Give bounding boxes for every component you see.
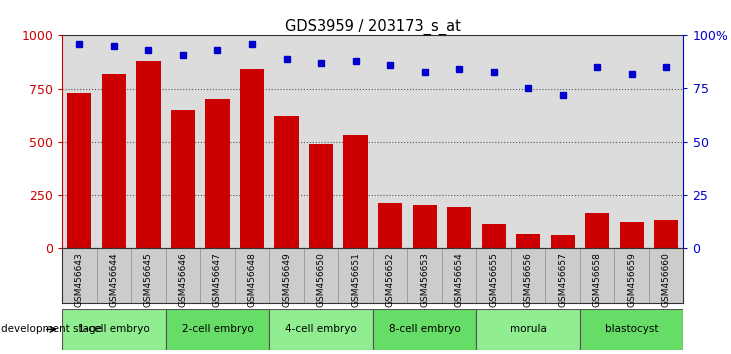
Text: GSM456658: GSM456658 bbox=[593, 252, 602, 307]
Text: GSM456659: GSM456659 bbox=[627, 252, 636, 307]
Text: GSM456660: GSM456660 bbox=[662, 252, 671, 307]
Text: GSM456645: GSM456645 bbox=[144, 252, 153, 307]
Text: GSM456649: GSM456649 bbox=[282, 252, 291, 307]
Text: 2-cell embryo: 2-cell embryo bbox=[181, 324, 254, 335]
Bar bbox=[447, 207, 471, 248]
Bar bbox=[373, 309, 477, 350]
Bar bbox=[269, 309, 373, 350]
Bar bbox=[585, 213, 609, 248]
Bar bbox=[166, 309, 269, 350]
Text: morula: morula bbox=[510, 324, 547, 335]
Bar bbox=[274, 116, 298, 248]
Text: 8-cell embryo: 8-cell embryo bbox=[389, 324, 461, 335]
Bar bbox=[550, 235, 575, 248]
Bar bbox=[309, 144, 333, 248]
Bar bbox=[654, 220, 678, 248]
Bar bbox=[62, 309, 166, 350]
Bar bbox=[516, 234, 540, 248]
Text: blastocyst: blastocyst bbox=[605, 324, 659, 335]
Bar bbox=[620, 222, 644, 248]
Text: GSM456652: GSM456652 bbox=[385, 252, 395, 307]
Text: GSM456648: GSM456648 bbox=[248, 252, 257, 307]
Bar bbox=[412, 205, 436, 248]
Text: GSM456647: GSM456647 bbox=[213, 252, 222, 307]
Text: GSM456650: GSM456650 bbox=[317, 252, 325, 307]
Text: GSM456653: GSM456653 bbox=[420, 252, 429, 307]
Text: GSM456643: GSM456643 bbox=[75, 252, 84, 307]
Text: development stage: development stage bbox=[1, 324, 102, 335]
Text: GSM456651: GSM456651 bbox=[351, 252, 360, 307]
Bar bbox=[205, 99, 230, 248]
Bar bbox=[171, 110, 195, 248]
Title: GDS3959 / 203173_s_at: GDS3959 / 203173_s_at bbox=[285, 19, 461, 35]
Bar bbox=[137, 61, 161, 248]
Bar bbox=[477, 309, 580, 350]
Text: GSM456654: GSM456654 bbox=[455, 252, 463, 307]
Bar bbox=[482, 224, 506, 248]
Bar bbox=[378, 203, 402, 248]
Text: GSM456657: GSM456657 bbox=[558, 252, 567, 307]
Text: 1-cell embryo: 1-cell embryo bbox=[78, 324, 150, 335]
Bar bbox=[344, 135, 368, 248]
Bar bbox=[67, 93, 91, 248]
Bar bbox=[240, 69, 264, 248]
Text: GSM456646: GSM456646 bbox=[178, 252, 187, 307]
Text: GSM456655: GSM456655 bbox=[489, 252, 498, 307]
Bar bbox=[580, 309, 683, 350]
Bar bbox=[102, 74, 126, 248]
Text: GSM456656: GSM456656 bbox=[523, 252, 533, 307]
Text: 4-cell embryo: 4-cell embryo bbox=[285, 324, 357, 335]
Text: GSM456644: GSM456644 bbox=[110, 252, 118, 307]
